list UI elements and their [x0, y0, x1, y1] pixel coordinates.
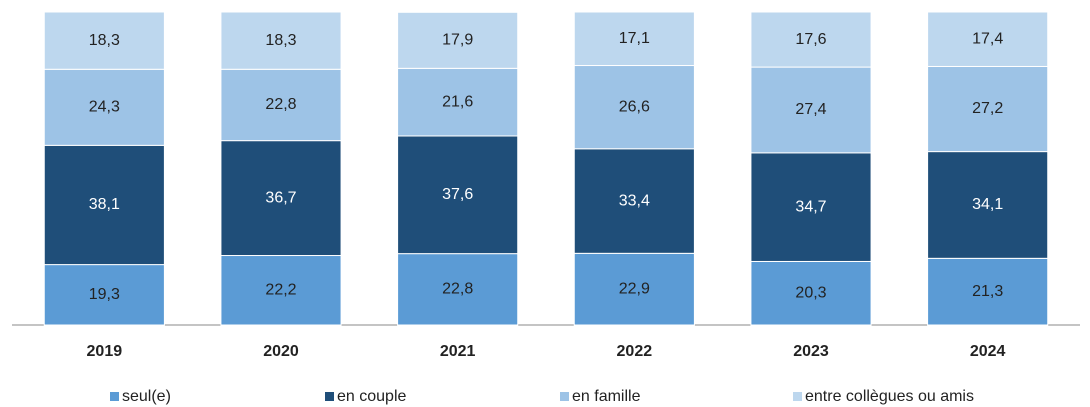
bar-segment	[43, 11, 165, 70]
legend-swatch	[325, 392, 334, 401]
bar-segment	[750, 11, 872, 68]
bar-segment	[573, 65, 695, 150]
bar-segment	[43, 264, 165, 326]
bar-segment	[220, 11, 342, 70]
x-tick-label: 2022	[617, 343, 653, 360]
legend-swatch	[560, 392, 569, 401]
data-label: 36,7	[265, 189, 296, 206]
bar-segment	[220, 140, 342, 257]
data-label: 27,4	[795, 101, 826, 118]
data-label: 38,1	[89, 196, 120, 213]
data-label: 19,3	[89, 286, 120, 303]
data-label: 27,2	[972, 100, 1003, 117]
bar-segment	[927, 257, 1049, 326]
bar-segment	[573, 11, 695, 67]
legend-swatch	[793, 392, 802, 401]
bar-segment	[43, 144, 165, 266]
bar-segment	[927, 65, 1049, 153]
data-label: 21,6	[442, 93, 473, 110]
bar-segment	[397, 11, 519, 69]
data-label: 17,4	[972, 30, 1003, 47]
data-label: 17,6	[795, 31, 826, 48]
legend-swatch	[110, 392, 119, 401]
x-tick-label: 2021	[440, 343, 476, 360]
bar-segment	[397, 253, 519, 326]
data-label: 22,9	[619, 280, 650, 297]
bar-segment	[750, 66, 872, 154]
x-tick-label: 2023	[793, 343, 829, 360]
data-label: 17,1	[619, 30, 650, 47]
bar-segment	[397, 67, 519, 137]
legend-label: seul(e)	[122, 388, 171, 405]
legend-label: en famille	[572, 388, 641, 405]
data-label: 18,3	[265, 32, 296, 49]
bar-segment	[220, 255, 342, 326]
data-label: 22,8	[265, 96, 296, 113]
data-label: 22,2	[265, 281, 296, 298]
data-label: 17,9	[442, 32, 473, 49]
data-label: 22,8	[442, 281, 473, 298]
data-label: 34,7	[795, 198, 826, 215]
data-label: 26,6	[619, 98, 650, 115]
bar-segment	[750, 260, 872, 326]
data-label: 33,4	[619, 192, 650, 209]
bar-segment	[397, 135, 519, 255]
x-tick-label: 2019	[87, 343, 123, 360]
bar-segment	[750, 152, 872, 262]
bar-segment	[927, 11, 1049, 67]
x-tick-label: 2024	[970, 343, 1006, 360]
bar-segment	[220, 68, 342, 142]
data-label: 21,3	[972, 283, 1003, 300]
legend-label: entre collègues ou amis	[805, 388, 974, 405]
x-tick-label: 2020	[263, 343, 299, 360]
data-label: 18,3	[89, 32, 120, 49]
bar-segment	[573, 148, 695, 254]
bar-segment	[927, 151, 1049, 259]
data-label: 20,3	[795, 284, 826, 301]
bar-segment	[573, 252, 695, 326]
data-label: 34,1	[972, 196, 1003, 213]
data-label: 24,3	[89, 99, 120, 116]
legend-label: en couple	[337, 388, 406, 405]
data-label: 37,6	[442, 186, 473, 203]
